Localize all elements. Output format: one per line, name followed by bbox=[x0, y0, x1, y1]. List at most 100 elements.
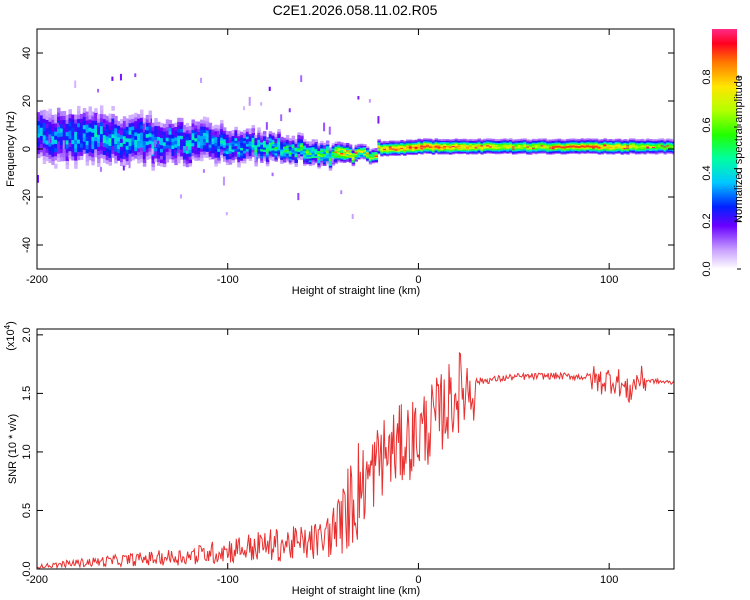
heatmap-cell bbox=[503, 143, 507, 146]
heatmap-cell bbox=[171, 151, 175, 156]
heatmap-cell bbox=[612, 146, 616, 149]
heatmap-cell bbox=[197, 143, 201, 148]
heatmap-cell bbox=[594, 144, 599, 147]
heatmap-cell bbox=[526, 142, 530, 145]
heatmap-cell bbox=[317, 155, 321, 158]
heatmap-cell bbox=[328, 147, 333, 150]
heatmap-cell bbox=[62, 115, 67, 121]
heatmap-cell bbox=[117, 125, 121, 130]
heatmap-cell bbox=[174, 160, 178, 166]
heatmap-cell bbox=[363, 155, 367, 158]
heatmap-cell bbox=[145, 151, 150, 157]
heatmap-cell bbox=[646, 143, 650, 146]
heatmap-cell bbox=[654, 151, 659, 154]
heatmap-cell bbox=[39, 122, 44, 128]
heatmap-cell bbox=[583, 141, 587, 144]
heatmap-cell bbox=[451, 151, 456, 154]
heatmap-cell bbox=[320, 144, 324, 147]
heatmap-cell bbox=[68, 109, 72, 115]
heatmap-cell bbox=[388, 147, 393, 150]
heatmap-cell bbox=[523, 143, 527, 146]
spectrogram-y-tick-label: 20 bbox=[21, 95, 33, 107]
heatmap-cell bbox=[228, 131, 233, 135]
heatmap-cell bbox=[197, 140, 201, 145]
heatmap-cell bbox=[263, 133, 267, 137]
spectrogram-x-tick-label: 0 bbox=[415, 274, 421, 286]
colorbar-tick-label: 0.6 bbox=[701, 117, 713, 132]
heatmap-cell bbox=[280, 136, 284, 140]
heatmap-cell bbox=[486, 143, 490, 146]
heatmap-cell bbox=[414, 146, 419, 149]
heatmap-cell bbox=[54, 147, 58, 153]
heatmap-cell bbox=[271, 145, 276, 149]
heatmap-cell bbox=[391, 148, 396, 151]
heatmap-cell bbox=[305, 159, 310, 163]
heatmap-cell bbox=[328, 163, 333, 166]
heatmap-cell bbox=[51, 127, 55, 133]
heatmap-cell bbox=[626, 147, 630, 150]
heatmap-cell bbox=[612, 139, 616, 142]
heatmap-cell bbox=[529, 139, 533, 142]
heatmap-cell bbox=[325, 145, 330, 148]
heatmap-cell bbox=[471, 148, 476, 151]
heatmap-cell bbox=[534, 146, 539, 149]
heatmap-cell bbox=[511, 149, 516, 152]
heatmap-cell bbox=[354, 148, 359, 151]
heatmap-cell bbox=[632, 144, 636, 147]
heatmap-cell bbox=[543, 141, 547, 144]
heatmap-cell bbox=[283, 157, 287, 161]
heatmap-cell bbox=[600, 140, 605, 143]
heatmap-cell bbox=[414, 151, 419, 153]
heatmap-cell bbox=[511, 142, 516, 145]
heatmap-cell bbox=[148, 116, 151, 123]
heatmap-cell bbox=[220, 137, 224, 141]
heatmap-cell bbox=[437, 141, 441, 144]
heatmap-cell bbox=[483, 143, 487, 146]
heatmap-cell bbox=[214, 151, 218, 155]
heatmap-cell bbox=[97, 125, 101, 131]
heatmap-cell bbox=[423, 150, 427, 153]
heatmap-cell bbox=[571, 140, 576, 143]
heatmap-cell bbox=[119, 126, 124, 132]
heatmap-cell bbox=[82, 107, 87, 113]
heatmap-cell bbox=[122, 131, 127, 137]
heatmap-cell bbox=[214, 148, 218, 152]
heatmap-cell bbox=[317, 164, 321, 167]
heatmap-cell bbox=[248, 152, 253, 157]
heatmap-cell bbox=[191, 119, 195, 124]
heatmap-cell bbox=[234, 126, 238, 131]
heatmap-cell bbox=[97, 134, 101, 139]
heatmap-cell bbox=[365, 147, 370, 150]
heatmap-cell bbox=[657, 138, 662, 141]
heatmap-cell bbox=[377, 149, 381, 152]
heatmap-cell bbox=[397, 153, 401, 155]
heatmap-cell bbox=[654, 142, 659, 145]
heatmap-cell bbox=[317, 146, 321, 150]
heatmap-cell bbox=[406, 139, 410, 142]
heatmap-cell bbox=[145, 136, 150, 142]
heatmap-cell bbox=[474, 151, 479, 154]
heatmap-cell bbox=[88, 110, 92, 116]
heatmap-cell bbox=[168, 137, 173, 142]
heatmap-cell bbox=[294, 154, 298, 158]
heatmap-cell bbox=[202, 144, 207, 149]
heatmap-cell bbox=[420, 140, 424, 143]
heatmap-cell bbox=[168, 133, 173, 139]
heatmap-cell bbox=[380, 149, 384, 152]
heatmap-cell bbox=[357, 96, 360, 100]
heatmap-cell bbox=[45, 115, 50, 120]
heatmap-cell bbox=[148, 132, 153, 137]
heatmap-cell bbox=[640, 143, 645, 145]
heatmap-cell bbox=[59, 119, 64, 125]
heatmap-cell bbox=[59, 123, 64, 129]
heatmap-cell bbox=[131, 148, 135, 153]
heatmap-cell bbox=[139, 128, 144, 133]
heatmap-cell bbox=[617, 140, 622, 143]
heatmap-cell bbox=[386, 150, 390, 153]
heatmap-cell bbox=[394, 143, 399, 146]
heatmap-cell bbox=[652, 142, 656, 144]
heatmap-cell bbox=[454, 149, 459, 152]
heatmap-cell bbox=[634, 143, 639, 146]
heatmap-cell bbox=[268, 135, 273, 139]
